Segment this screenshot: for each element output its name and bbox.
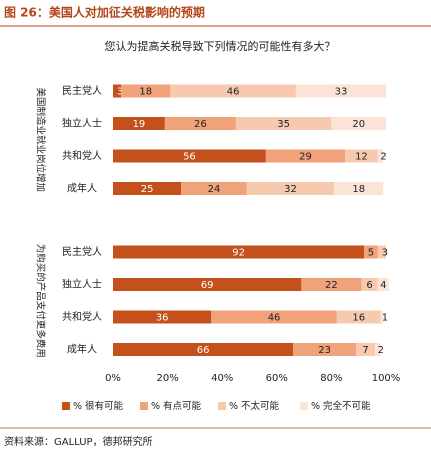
x-tick-label: 80% xyxy=(320,373,342,384)
value-label: 7 xyxy=(362,345,368,356)
value-label: 23 xyxy=(318,345,331,356)
bar-segment xyxy=(375,343,381,356)
bar-segment xyxy=(181,182,247,195)
value-label: 46 xyxy=(227,87,240,98)
value-label: 18 xyxy=(352,184,365,195)
bar-segment xyxy=(361,278,378,291)
value-label: 25 xyxy=(141,184,154,195)
value-label: 66 xyxy=(197,345,210,356)
value-label: 20 xyxy=(352,119,365,130)
category-label: 独立人士 xyxy=(62,278,102,291)
value-label: 46 xyxy=(268,313,281,324)
value-label: 1 xyxy=(382,313,388,324)
value-label: 32 xyxy=(284,184,297,195)
value-label: 5 xyxy=(368,248,374,259)
bar-segment xyxy=(336,310,381,324)
legend-label: % 不太可能 xyxy=(229,400,280,412)
bar-segment xyxy=(331,117,386,130)
figure-title: 图 26：美国人对加征关税影响的预期 xyxy=(4,5,205,20)
category-label: 共和党人 xyxy=(62,149,102,162)
category-label: 成年人 xyxy=(67,343,97,356)
bar-segment xyxy=(113,278,302,291)
bar-segment xyxy=(265,149,346,163)
value-label: 92 xyxy=(232,248,245,259)
bar-segment xyxy=(345,149,378,163)
value-label: 56 xyxy=(183,152,196,163)
x-tick-label: 20% xyxy=(156,373,178,384)
value-label: 2 xyxy=(378,345,384,356)
group-label: 美国制造业就业岗位增加 xyxy=(35,87,47,192)
bar-segment xyxy=(355,343,376,356)
category-label: 独立人士 xyxy=(62,117,102,130)
category-label: 民主党人 xyxy=(62,245,102,258)
value-label: 2 xyxy=(380,152,386,163)
bar-segment xyxy=(295,84,386,98)
value-label: 35 xyxy=(277,119,290,130)
value-label: 16 xyxy=(352,313,365,324)
legend-swatch xyxy=(140,402,148,410)
bar-segment xyxy=(113,343,294,356)
bar-segment xyxy=(301,278,362,291)
bar-segment xyxy=(377,245,386,259)
group-label: 为购买的产品支付更多费用 xyxy=(35,244,47,358)
value-label: 3 xyxy=(382,248,388,259)
bar-segment xyxy=(113,117,165,130)
legend-swatch xyxy=(62,402,70,410)
value-label: 26 xyxy=(194,119,207,130)
value-label: 19 xyxy=(133,119,146,130)
bar-segment xyxy=(121,84,171,98)
value-label: 18 xyxy=(139,87,152,98)
value-label: 33 xyxy=(335,87,348,98)
category-label: 民主党人 xyxy=(62,84,102,97)
bar-segment xyxy=(364,245,378,259)
bar-segment xyxy=(113,182,182,195)
value-label: 36 xyxy=(156,313,169,324)
bar-segment xyxy=(235,117,332,130)
source: 资料来源：GALLUP，德邦研究所 xyxy=(4,435,153,448)
value-label: 22 xyxy=(325,280,338,291)
bar-segment xyxy=(211,310,337,324)
value-label: 29 xyxy=(299,152,312,163)
bar-segment xyxy=(113,245,365,259)
category-label: 成年人 xyxy=(67,182,97,195)
legend-label: % 有点可能 xyxy=(151,400,202,412)
bar-segment xyxy=(334,182,384,195)
legend-label: % 很有可能 xyxy=(73,400,124,412)
legend-swatch xyxy=(218,402,226,410)
legend-swatch xyxy=(300,402,308,410)
bar-segment xyxy=(113,149,266,163)
value-label: 4 xyxy=(380,280,386,291)
x-tick-label: 40% xyxy=(211,373,233,384)
bar-segment xyxy=(377,278,389,291)
bar-segment xyxy=(293,343,356,356)
bar-segment xyxy=(113,310,212,324)
bar-segment xyxy=(246,182,335,195)
chart-title: 您认为提高关税导致下列情况的可能性有多大？ xyxy=(105,39,336,53)
x-tick-label: 0% xyxy=(105,373,121,384)
bar-segment xyxy=(170,84,296,98)
x-tick-label: 100% xyxy=(372,373,401,384)
category-label: 共和党人 xyxy=(62,310,102,323)
x-tick-label: 60% xyxy=(266,373,288,384)
value-label: 3 xyxy=(117,87,123,98)
bar-segment xyxy=(377,149,384,163)
bar-segment xyxy=(164,117,236,130)
value-label: 24 xyxy=(208,184,221,195)
bar-segment xyxy=(113,84,122,98)
value-label: 6 xyxy=(366,280,372,291)
legend-label: % 完全不可能 xyxy=(311,400,371,412)
value-label: 69 xyxy=(201,280,214,291)
value-label: 12 xyxy=(355,152,368,163)
bar-segment xyxy=(380,310,384,324)
